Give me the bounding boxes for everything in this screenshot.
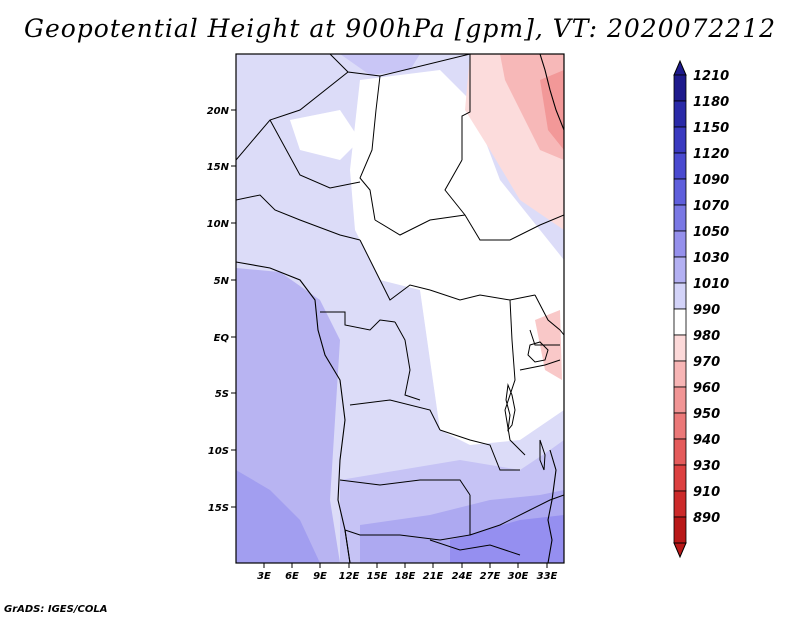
colorbar-label: 1210 (693, 69, 729, 84)
colorbar-label: 940 (693, 433, 720, 448)
lon-tick-label: 18E (395, 571, 416, 582)
lat-tick-label: 15N (207, 162, 230, 173)
map-frame (235, 53, 565, 564)
colorbar-swatch (673, 204, 687, 232)
colorbar-swatch (673, 100, 687, 128)
colorbar-label: 1010 (693, 277, 729, 292)
colorbar-label: 1050 (693, 225, 729, 240)
lat-axis: 20N 15N 10N 5N EQ 5S 10S 15S (207, 106, 236, 514)
lat-tick-label: 10N (207, 219, 230, 230)
colorbar-label: 950 (693, 407, 720, 422)
colorbar-swatch (673, 152, 687, 180)
field-1030-top (340, 54, 420, 75)
lon-tick-label: 12E (339, 571, 360, 582)
field-990-north (290, 110, 360, 160)
lat-tick-label: 20N (207, 106, 230, 117)
credit-label: GrADS: IGES/COLA (4, 604, 108, 615)
colorbar-label: 1070 (693, 199, 729, 214)
lat-tick-label: EQ (214, 333, 230, 344)
colorbar-label: 910 (693, 485, 720, 500)
lon-tick-label: 24E (452, 571, 473, 582)
lon-tick-label: 6E (285, 571, 299, 582)
colorbar-label: 1150 (693, 121, 729, 136)
colorbar-label: 890 (693, 511, 720, 526)
map-title: Geopotential Height at 900hPa [gpm], VT:… (23, 14, 777, 43)
colorbar-label: 980 (693, 329, 720, 344)
lon-tick-label: 27E (480, 571, 501, 582)
colorbar-swatch (673, 438, 687, 466)
field-960-region (540, 70, 564, 150)
lon-axis: 3E 6E 9E 12E 15E 18E 21E 24E 27E 30E 33E (257, 563, 558, 582)
colorbar-swatch (673, 360, 687, 388)
lon-tick-label: 9E (313, 571, 327, 582)
colorbar-swatch (673, 126, 687, 154)
colorbar-swatch (673, 464, 687, 492)
colorbar-swatch (673, 490, 687, 518)
colorbar-swatch (673, 74, 687, 102)
field-1070-south (450, 515, 564, 563)
colorbar: 1210 1180 1150 1120 1090 1070 1050 1030 1010 990 9… (673, 59, 729, 559)
colorbar-label: 960 (693, 381, 720, 396)
colorbar-swatch (673, 334, 687, 362)
lat-tick-label: 5N (214, 276, 230, 287)
lake-malawi (539, 439, 546, 471)
colorbar-label: 990 (693, 303, 720, 318)
height-field (236, 54, 564, 563)
colorbar-label: 1120 (693, 147, 729, 162)
colorbar-swatch (673, 230, 687, 258)
lakes (505, 341, 549, 471)
lon-tick-label: 33E (537, 571, 558, 582)
colorbar-swatch (673, 516, 687, 544)
colorbar-label: 1030 (693, 251, 729, 266)
lat-tick-label: 5S (215, 389, 229, 400)
colorbar-bottom-arrow (673, 542, 687, 559)
lat-tick-label: 15S (208, 503, 229, 514)
colorbar-top-arrow (673, 59, 687, 76)
colorbar-label: 1090 (693, 173, 729, 188)
colorbar-swatch (673, 256, 687, 284)
lat-tick-label: 10S (208, 446, 229, 457)
colorbar-swatch (673, 412, 687, 440)
lon-tick-label: 15E (367, 571, 388, 582)
lon-tick-label: 3E (257, 571, 271, 582)
colorbar-swatch (673, 386, 687, 414)
colorbar-swatch (673, 308, 687, 336)
coastline (236, 54, 564, 563)
field-990-region (350, 70, 564, 445)
lon-tick-label: 30E (508, 571, 529, 582)
colorbar-label: 970 (693, 355, 720, 370)
colorbar-label: 930 (693, 459, 720, 474)
lon-tick-label: 21E (423, 571, 444, 582)
colorbar-label: 1180 (693, 95, 729, 110)
colorbar-swatch (673, 282, 687, 310)
country-borders (236, 54, 564, 563)
lake-victoria (527, 341, 549, 363)
lake-tanganyika (505, 383, 516, 432)
colorbar-swatch (673, 178, 687, 206)
field-1070-ocean (236, 470, 320, 563)
